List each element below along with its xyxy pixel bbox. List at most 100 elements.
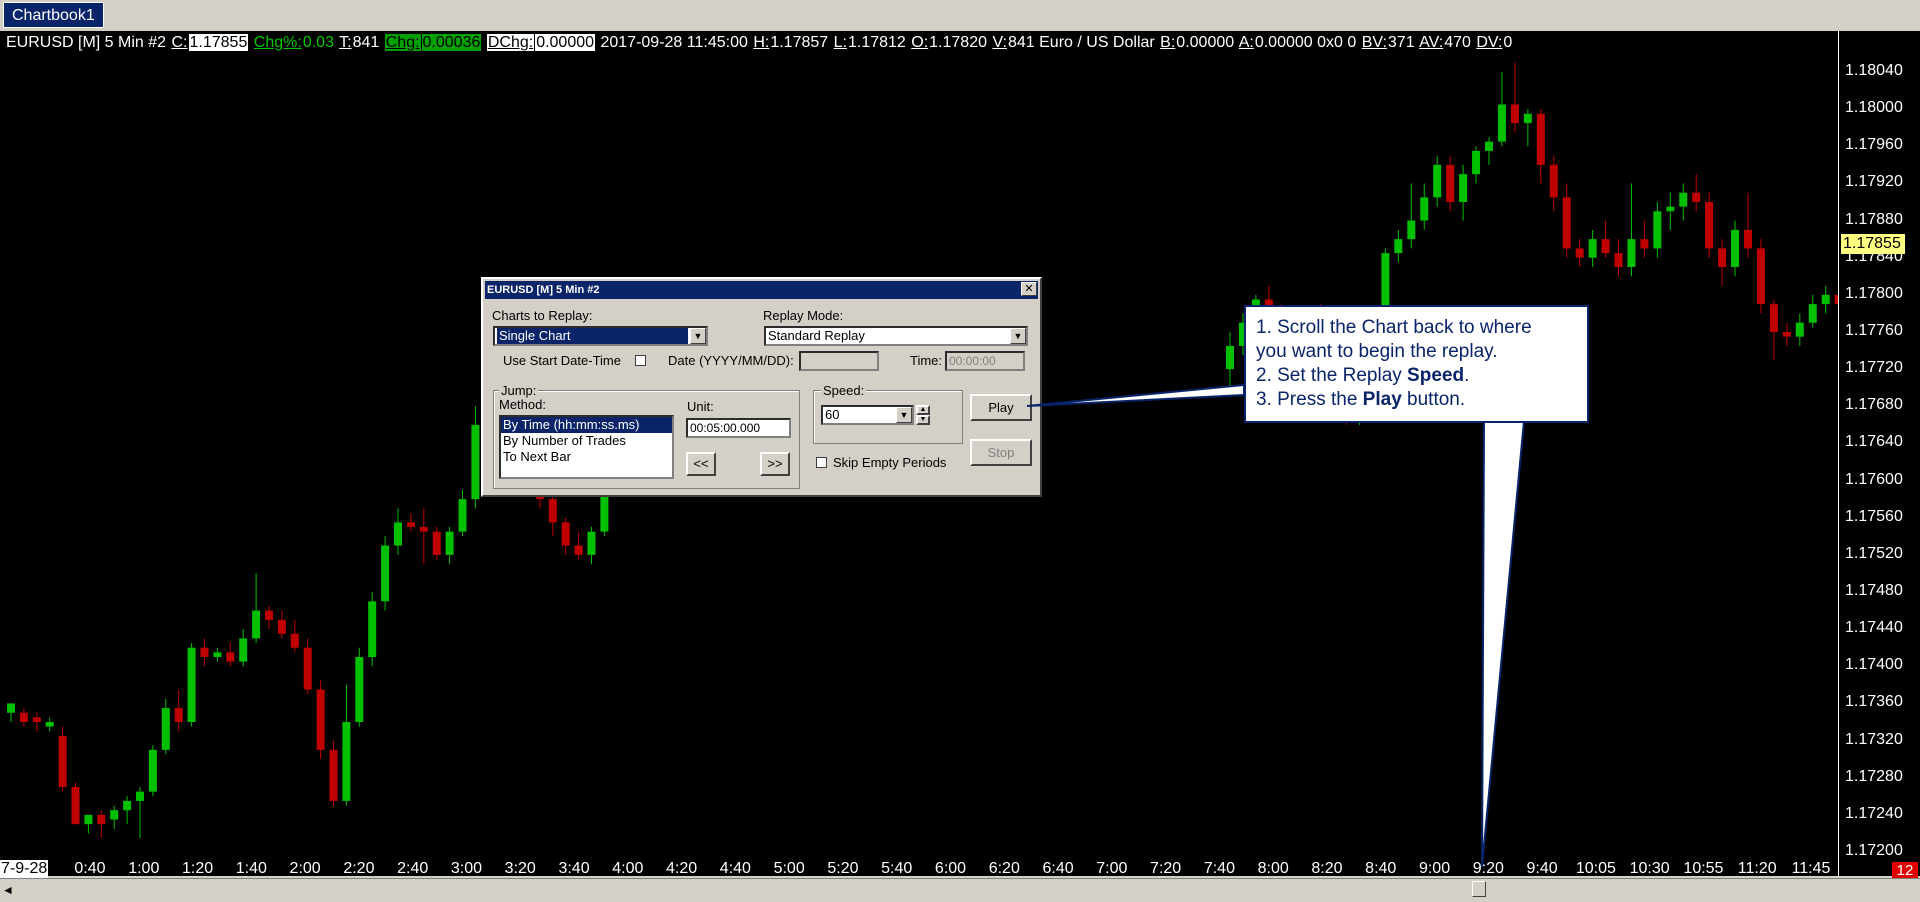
callout-pointer-scroll xyxy=(1481,420,1526,868)
candle xyxy=(1420,183,1429,230)
candle xyxy=(1394,229,1403,263)
time-tick-label: 2:40 xyxy=(397,860,429,877)
speed-label: Speed: xyxy=(821,383,867,398)
time-tick-label: 6:00 xyxy=(934,860,967,877)
method-option[interactable]: By Number of Trades xyxy=(503,433,626,448)
time-tick-label: 8:00 xyxy=(1257,860,1289,877)
candle xyxy=(1588,229,1597,267)
trades-value: 841 xyxy=(352,34,380,51)
candle xyxy=(123,796,132,825)
delta-volume-value: 0 xyxy=(1503,34,1513,51)
use-start-label: Use Start Date-Time xyxy=(503,353,621,368)
bid-volume-label: BV: xyxy=(1361,34,1387,51)
candle xyxy=(1472,146,1481,184)
candle xyxy=(1769,299,1778,360)
candle xyxy=(252,573,261,644)
time-tick-label: 7:40 xyxy=(1203,860,1235,877)
candle xyxy=(574,531,583,560)
dchg-value: 0.00000 xyxy=(535,34,596,51)
candle xyxy=(303,638,312,695)
time-tick-label: 9:20 xyxy=(1472,860,1504,877)
replay-mode-select[interactable]: Standard Replay ▼ xyxy=(764,326,1028,346)
jump-label: Jump: xyxy=(499,383,539,398)
speed-group xyxy=(813,390,963,444)
speed-up-icon[interactable]: ▲ xyxy=(916,405,930,415)
method-listbox[interactable]: By Time (hh:mm:ss.ms) By Number of Trade… xyxy=(499,415,674,479)
candle xyxy=(136,787,144,839)
callout-text: 2. Set the Replay xyxy=(1256,365,1408,386)
time-field[interactable]: 00:00:00 xyxy=(945,351,1025,371)
candle xyxy=(84,814,93,834)
tab-chartbook1[interactable]: Chartbook1 xyxy=(3,2,104,28)
horizontal-scrollbar[interactable] xyxy=(0,878,1920,902)
dchg-label: DChg: xyxy=(486,34,535,51)
candle xyxy=(161,698,170,755)
time-tick-label: 0:40 xyxy=(74,860,106,877)
candle xyxy=(110,805,119,829)
trades-label: T: xyxy=(339,34,352,51)
skip-empty-checkbox[interactable] xyxy=(816,457,827,468)
time-tick-label: 1:40 xyxy=(235,860,267,877)
jump-forward-button[interactable]: >> xyxy=(760,452,790,476)
ask-volume-value: 470 xyxy=(1444,34,1471,51)
scroll-thumb[interactable] xyxy=(1472,881,1486,897)
time-tick-label: 2:20 xyxy=(343,860,375,877)
price-tick-label: 1.17440 xyxy=(1845,619,1903,637)
price-tick-label: 1.17800 xyxy=(1845,284,1903,302)
date-field[interactable] xyxy=(799,351,879,371)
charts-to-replay-select[interactable]: Single Chart ▼ xyxy=(493,326,708,346)
jump-back-button[interactable]: << xyxy=(686,452,716,476)
time-tick-label: 3:40 xyxy=(558,860,590,877)
bid-value: 0.00000 xyxy=(1176,34,1235,51)
close-icon[interactable]: ✕ xyxy=(1021,282,1037,296)
candle xyxy=(58,726,67,792)
time-tick-label: 11:45 xyxy=(1791,860,1831,877)
price-tick-label: 1.17560 xyxy=(1845,507,1903,525)
candle xyxy=(1744,192,1752,258)
date-label: Date (YYYY/MM/DD): xyxy=(668,353,794,368)
candle xyxy=(32,712,41,732)
open-label: O: xyxy=(911,34,929,51)
charts-to-replay-label: Charts to Replay: xyxy=(492,308,593,323)
play-button[interactable]: Play xyxy=(970,394,1032,421)
candle xyxy=(187,643,196,727)
time-label: Time: xyxy=(910,353,943,368)
candle xyxy=(1640,220,1649,258)
speed-down-icon[interactable]: ▼ xyxy=(916,415,930,425)
time-tick-label: 8:20 xyxy=(1311,860,1343,877)
scroll-left-arrow-icon[interactable]: ◄ xyxy=(2,883,14,897)
time-tick-label: 3:00 xyxy=(450,860,483,877)
close-label: C: xyxy=(171,34,188,51)
price-tick-label: 1.17240 xyxy=(1845,804,1903,822)
time-tick-label: 7:00 xyxy=(1096,860,1128,877)
speed-select[interactable]: 60 ▼ xyxy=(821,405,914,425)
candle xyxy=(1679,183,1688,221)
jump-group xyxy=(493,390,800,489)
candle xyxy=(1238,313,1247,356)
callout-line-3: 2. Set the Replay Speed. xyxy=(1256,364,1577,388)
candle xyxy=(381,536,390,611)
chevron-down-icon[interactable]: ▼ xyxy=(1010,328,1026,344)
bar-countdown: 12 xyxy=(1892,862,1918,880)
price-tick-label: 1.17720 xyxy=(1845,359,1903,377)
candle xyxy=(239,629,248,667)
candle xyxy=(45,717,54,732)
time-tick-label: 1:00 xyxy=(128,860,160,877)
method-option[interactable]: By Time (hh:mm:ss.ms) xyxy=(501,417,672,433)
low-label: L: xyxy=(833,34,847,51)
chevron-down-icon[interactable]: ▼ xyxy=(690,328,706,344)
time-tick-label: 6:20 xyxy=(988,860,1020,877)
time-tick-label: 5:20 xyxy=(827,860,859,877)
price-tick-label: 1.17680 xyxy=(1845,396,1903,414)
chgpct-value: 0.03 xyxy=(302,34,334,51)
chevron-down-icon[interactable]: ▼ xyxy=(896,407,912,423)
unit-field[interactable]: 00:05:00.000 xyxy=(686,418,791,438)
candle xyxy=(1795,313,1804,346)
time-tick-label: 7:20 xyxy=(1150,860,1182,877)
stop-button[interactable]: Stop xyxy=(970,439,1032,466)
use-start-checkbox[interactable] xyxy=(635,355,646,366)
method-option[interactable]: To Next Bar xyxy=(503,449,571,464)
candle xyxy=(419,508,428,565)
candle xyxy=(1731,220,1740,277)
